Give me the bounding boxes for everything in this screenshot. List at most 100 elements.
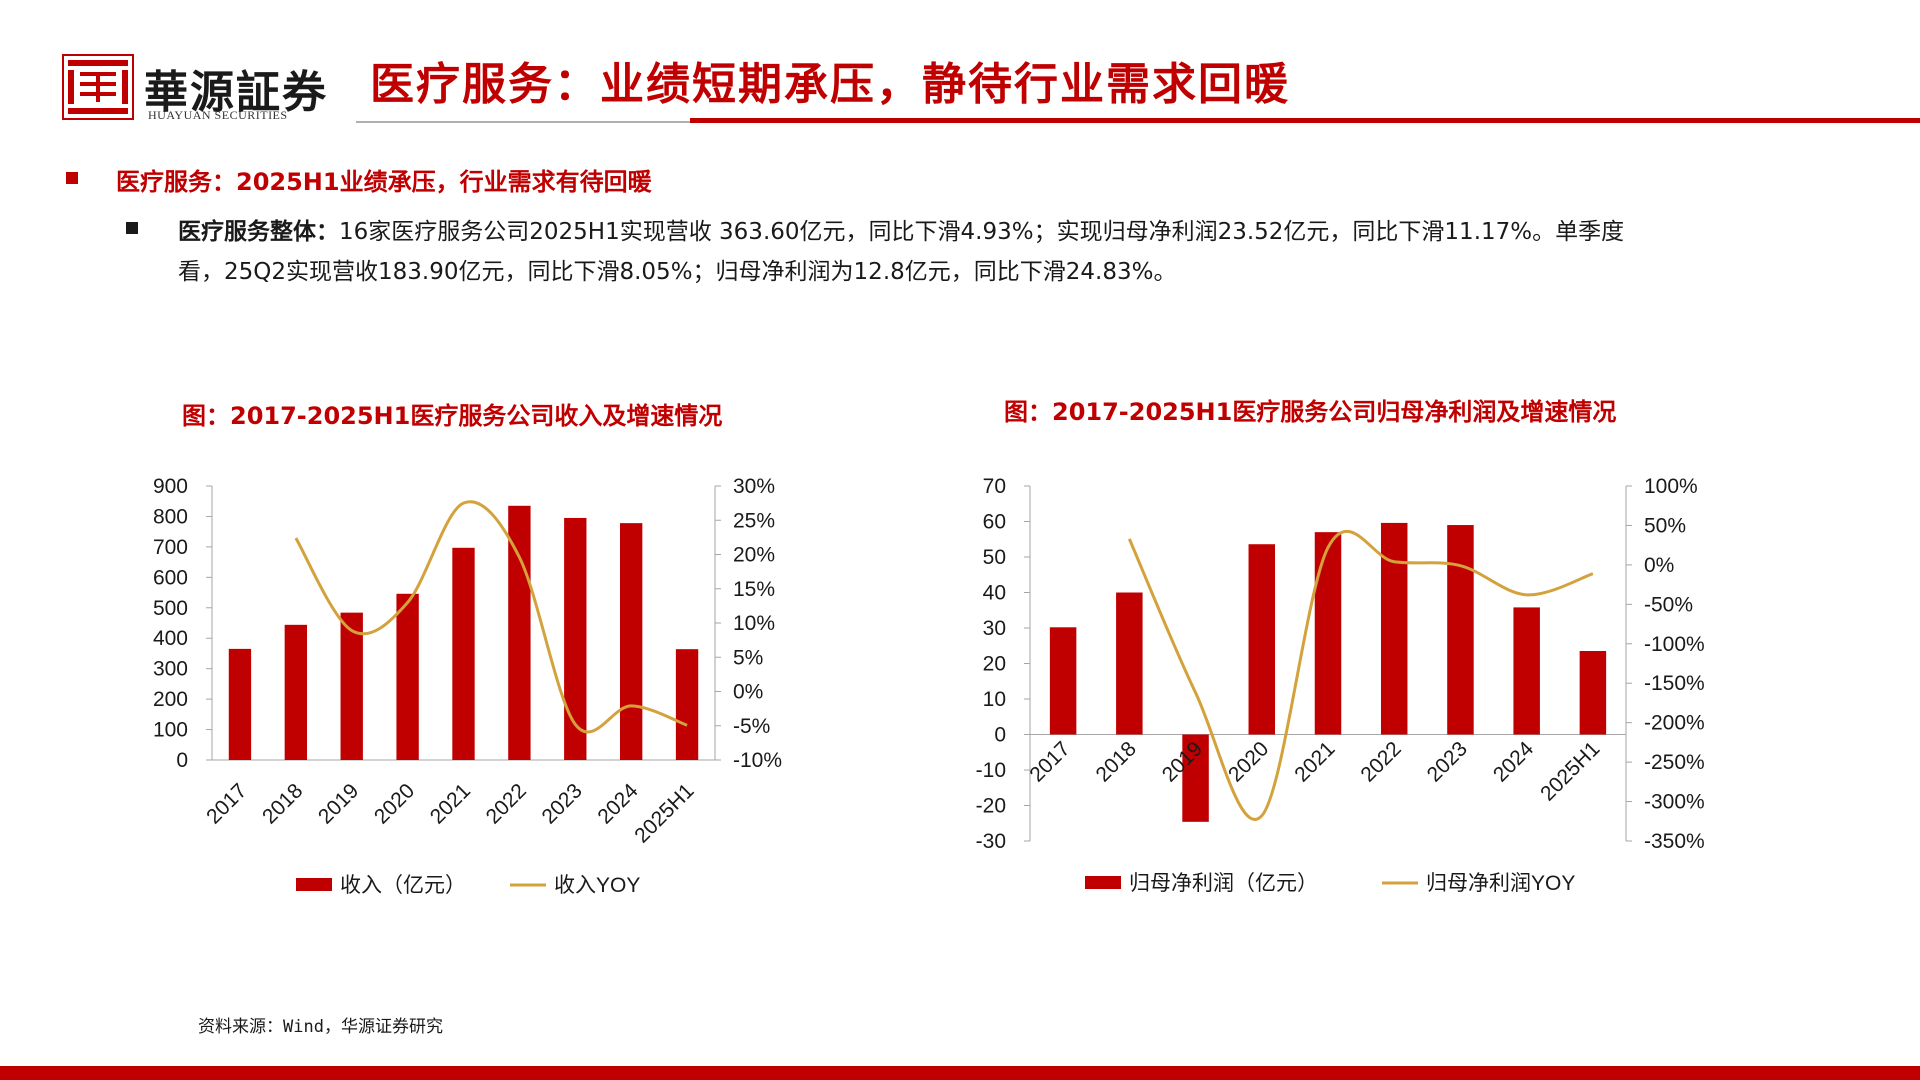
profit-bar: [1049, 627, 1077, 735]
profit-left-tick-label: 40: [983, 582, 1006, 605]
revenue-right-tick-label: 30%: [733, 475, 775, 498]
section-heading: 医疗服务：2025H1业绩承压，行业需求有待回暖: [116, 168, 652, 196]
profit-bar: [1116, 592, 1143, 735]
revenue-left-tick-label: 700: [153, 536, 188, 559]
profit-right-tick-label: -300%: [1644, 791, 1705, 814]
profit-right-tick-label: -100%: [1644, 633, 1705, 656]
revenue-right-tick-label: 20%: [733, 544, 775, 567]
bullet-square-icon: [126, 222, 138, 234]
revenue-chart: 0 100 200 300 400 500 600 700 800 900 -10% -5% 0% 5% 1…: [153, 475, 782, 897]
bullet-paragraph: 医疗服务整体：16家医疗服务公司2025H1实现营收 363.60亿元，同比下滑…: [178, 212, 1868, 292]
profit-left-tick-label: -30: [976, 830, 1006, 853]
bullet-label: 医疗服务整体：: [178, 219, 339, 245]
profit-left-tick-label: -10: [976, 759, 1006, 782]
revenue-category-label: 2021: [426, 779, 475, 828]
revenue-bar: [284, 624, 308, 760]
revenue-bar: [619, 523, 643, 760]
profit-bar: [1314, 532, 1342, 735]
bullet-text-line2: 看，25Q2实现营收183.90亿元，同比下滑8.05%；归母净利润为12.8亿…: [178, 259, 1177, 285]
revenue-left-tick-label: 200: [153, 688, 188, 711]
revenue-left-tick-label: 800: [153, 505, 188, 528]
profit-right-tick-label: -200%: [1644, 712, 1705, 735]
revenue-right-tick-label: 5%: [733, 646, 763, 669]
bullet-text-line1: 16家医疗服务公司2025H1实现营收 363.60亿元，同比下滑4.93%；实…: [339, 219, 1625, 245]
revenue-category-label: 2017: [202, 779, 251, 828]
revenue-bar: [564, 517, 587, 760]
revenue-bar: [675, 649, 699, 760]
brand-name-cn: 華源証券: [144, 67, 328, 118]
profit-category-label: 2020: [1224, 737, 1273, 786]
revenue-category-label: 2024: [593, 779, 643, 829]
revenue-category-label: 2020: [370, 779, 419, 828]
profit-right-tick-label: -350%: [1644, 830, 1705, 853]
revenue-left-tick-label: 300: [153, 658, 188, 681]
profit-right-tick-label: 50%: [1644, 514, 1686, 537]
profit-right-tick-label: 100%: [1644, 475, 1698, 498]
revenue-category-label: 2018: [258, 779, 307, 828]
revenue-left-tick-label: 500: [153, 597, 188, 620]
profit-left-tick-label: 30: [983, 617, 1006, 640]
revenue-bar: [228, 648, 252, 760]
revenue-right-tick-label: 15%: [733, 578, 775, 601]
profit-left-tick-label: 50: [983, 546, 1006, 569]
revenue-category-label: 2022: [482, 779, 531, 828]
profit-yoy-line: [1127, 529, 1594, 821]
revenue-legend-bar-swatch: [296, 878, 332, 891]
revenue-left-tick-label: 900: [153, 475, 188, 498]
profit-legend-bar-swatch: [1085, 876, 1121, 889]
revenue-left-tick-label: 600: [153, 566, 188, 589]
profit-category-label: 2023: [1423, 737, 1472, 786]
chart-revenue-title: 图：2017-2025H1医疗服务公司收入及增速情况: [182, 402, 723, 430]
profit-bar: [1380, 522, 1408, 735]
profit-category-label: 2018: [1092, 737, 1141, 786]
revenue-category-label: 2025H1: [630, 779, 698, 847]
revenue-category-label: 2019: [314, 779, 363, 828]
profit-bar: [1447, 525, 1474, 735]
revenue-left-tick-label: 100: [153, 719, 188, 742]
profit-category-label: 2017: [1025, 737, 1074, 786]
profit-bar: [1579, 651, 1607, 735]
profit-left-tick-label: 20: [983, 653, 1006, 676]
profit-right-tick-label: -250%: [1644, 751, 1705, 774]
revenue-right-tick-label: -10%: [733, 749, 782, 772]
revenue-bar: [340, 612, 363, 760]
revenue-left-tick-label: 0: [176, 749, 188, 772]
page-title: 医疗服务：业绩短期承压，静待行业需求回暖: [370, 59, 1290, 110]
brand-logo-icon: [62, 54, 134, 120]
profit-category-label: 2024: [1489, 737, 1539, 787]
profit-left-tick-label: 60: [983, 511, 1006, 534]
chart-profit-title: 图：2017-2025H1医疗服务公司归母净利润及增速情况: [1004, 398, 1617, 426]
revenue-right-tick-label: -5%: [733, 715, 770, 738]
footer-bar: [0, 1066, 1920, 1080]
profit-right-tick-label: -150%: [1644, 672, 1705, 695]
profit-right-tick-label: 0%: [1644, 554, 1674, 577]
profit-left-tick-label: -20: [976, 795, 1006, 818]
revenue-category-label: 2023: [538, 779, 587, 828]
revenue-legend-bar-label: 收入（亿元）: [340, 874, 466, 897]
profit-left-tick-label: 70: [983, 475, 1006, 498]
revenue-right-tick-label: 25%: [733, 509, 775, 532]
profit-legend-line-label: 归母净利润YOY: [1426, 872, 1575, 895]
profit-right-tick-label: -50%: [1644, 593, 1693, 616]
revenue-yoy-line: [294, 500, 688, 734]
data-source-note: 资料来源：Wind，华源证券研究: [198, 1017, 443, 1037]
profit-category-label: 2021: [1290, 737, 1339, 786]
profit-category-label: 2025H1: [1536, 737, 1604, 805]
revenue-bar: [396, 593, 419, 760]
profit-left-tick-label: 0: [994, 724, 1006, 747]
section-bullet-icon: [66, 172, 78, 184]
revenue-left-tick-label: 400: [153, 627, 188, 650]
brand-name-en: HUAYUAN SECURITIES: [148, 108, 288, 122]
profit-bar: [1513, 607, 1540, 735]
revenue-bar: [452, 547, 475, 760]
title-divider-accent: [690, 118, 1920, 123]
revenue-legend-line-label: 收入YOY: [554, 874, 640, 897]
profit-bar: [1182, 734, 1209, 822]
net-profit-chart: -30 -20 -10 0 10 20 30 40 50 60 70 -350% -300% -250% -…: [976, 475, 1705, 895]
profit-legend-bar-label: 归母净利润（亿元）: [1129, 872, 1318, 895]
profit-bar: [1248, 544, 1276, 735]
revenue-right-tick-label: 10%: [733, 612, 775, 635]
profit-left-tick-label: 10: [983, 688, 1006, 711]
revenue-right-tick-label: 0%: [733, 681, 763, 704]
profit-category-label: 2022: [1356, 737, 1405, 786]
